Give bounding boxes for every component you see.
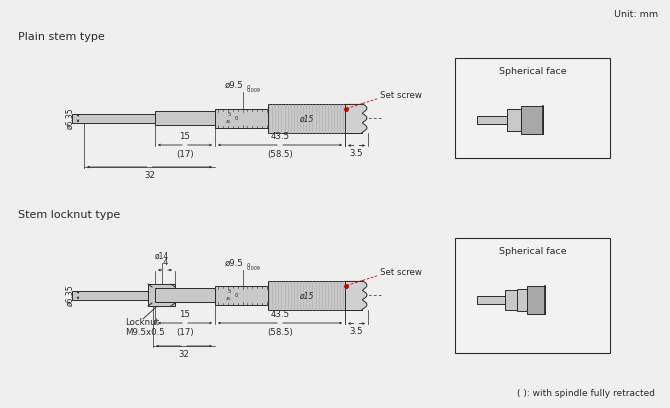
Bar bbox=[455, 58, 610, 158]
Text: 5: 5 bbox=[227, 289, 230, 294]
Text: 43.5: 43.5 bbox=[271, 132, 289, 141]
Text: 15: 15 bbox=[180, 310, 190, 319]
Text: 15: 15 bbox=[180, 132, 190, 141]
Bar bbox=[345, 281, 362, 310]
Text: 0.009: 0.009 bbox=[247, 266, 261, 271]
Text: Set screw: Set screw bbox=[380, 91, 422, 100]
Text: 43.5: 43.5 bbox=[271, 310, 289, 319]
Bar bbox=[215, 109, 270, 127]
Text: M9.5x0.5: M9.5x0.5 bbox=[125, 328, 165, 337]
Text: 5: 5 bbox=[227, 112, 230, 117]
Bar bbox=[345, 104, 362, 133]
Text: 3.5: 3.5 bbox=[350, 149, 363, 158]
Text: 45: 45 bbox=[226, 297, 232, 301]
Text: ø14: ø14 bbox=[154, 252, 169, 261]
Text: 32: 32 bbox=[144, 171, 155, 180]
Text: 0: 0 bbox=[234, 293, 238, 298]
Bar bbox=[517, 289, 527, 311]
Text: 0: 0 bbox=[247, 85, 250, 90]
Text: 4: 4 bbox=[162, 258, 168, 267]
Bar bbox=[155, 288, 215, 302]
Bar bbox=[268, 104, 345, 133]
Bar bbox=[215, 286, 270, 304]
Bar bbox=[507, 109, 521, 131]
Text: 0: 0 bbox=[234, 116, 238, 121]
Text: Stem locknut type: Stem locknut type bbox=[18, 210, 120, 220]
Text: 3.5: 3.5 bbox=[350, 328, 363, 337]
Bar bbox=[521, 106, 543, 134]
Text: ø6.35: ø6.35 bbox=[66, 107, 74, 129]
Text: Locknut: Locknut bbox=[125, 318, 159, 327]
Bar bbox=[72, 290, 155, 299]
Text: (17): (17) bbox=[176, 328, 194, 337]
Text: Plain stem type: Plain stem type bbox=[18, 32, 105, 42]
Bar bbox=[155, 111, 215, 125]
Text: 0: 0 bbox=[247, 263, 250, 268]
Text: ø9.5: ø9.5 bbox=[225, 259, 244, 268]
Bar bbox=[72, 113, 155, 122]
Text: ø9.5: ø9.5 bbox=[225, 80, 244, 89]
Text: Spherical face: Spherical face bbox=[498, 67, 566, 75]
Bar bbox=[455, 238, 610, 353]
Text: Spherical face: Spherical face bbox=[498, 246, 566, 255]
Text: ø15: ø15 bbox=[299, 115, 314, 124]
Text: ø15: ø15 bbox=[299, 291, 314, 301]
Text: 45: 45 bbox=[226, 120, 232, 124]
Polygon shape bbox=[345, 281, 367, 310]
Text: Unit: mm: Unit: mm bbox=[614, 10, 658, 19]
Bar bbox=[477, 116, 507, 124]
Text: (58.5): (58.5) bbox=[267, 328, 293, 337]
Text: ø6.35: ø6.35 bbox=[66, 284, 74, 306]
Text: (58.5): (58.5) bbox=[267, 150, 293, 159]
Bar bbox=[148, 284, 175, 306]
Text: Set screw: Set screw bbox=[380, 268, 422, 277]
Bar bbox=[527, 286, 545, 314]
Bar bbox=[268, 281, 345, 310]
Text: 0.009: 0.009 bbox=[247, 89, 261, 93]
Text: (17): (17) bbox=[176, 150, 194, 159]
Polygon shape bbox=[345, 104, 367, 133]
Bar bbox=[505, 290, 517, 310]
Bar bbox=[477, 296, 505, 304]
Text: 32: 32 bbox=[178, 350, 190, 359]
Text: ( ): with spindle fully retracted: ( ): with spindle fully retracted bbox=[517, 389, 655, 398]
